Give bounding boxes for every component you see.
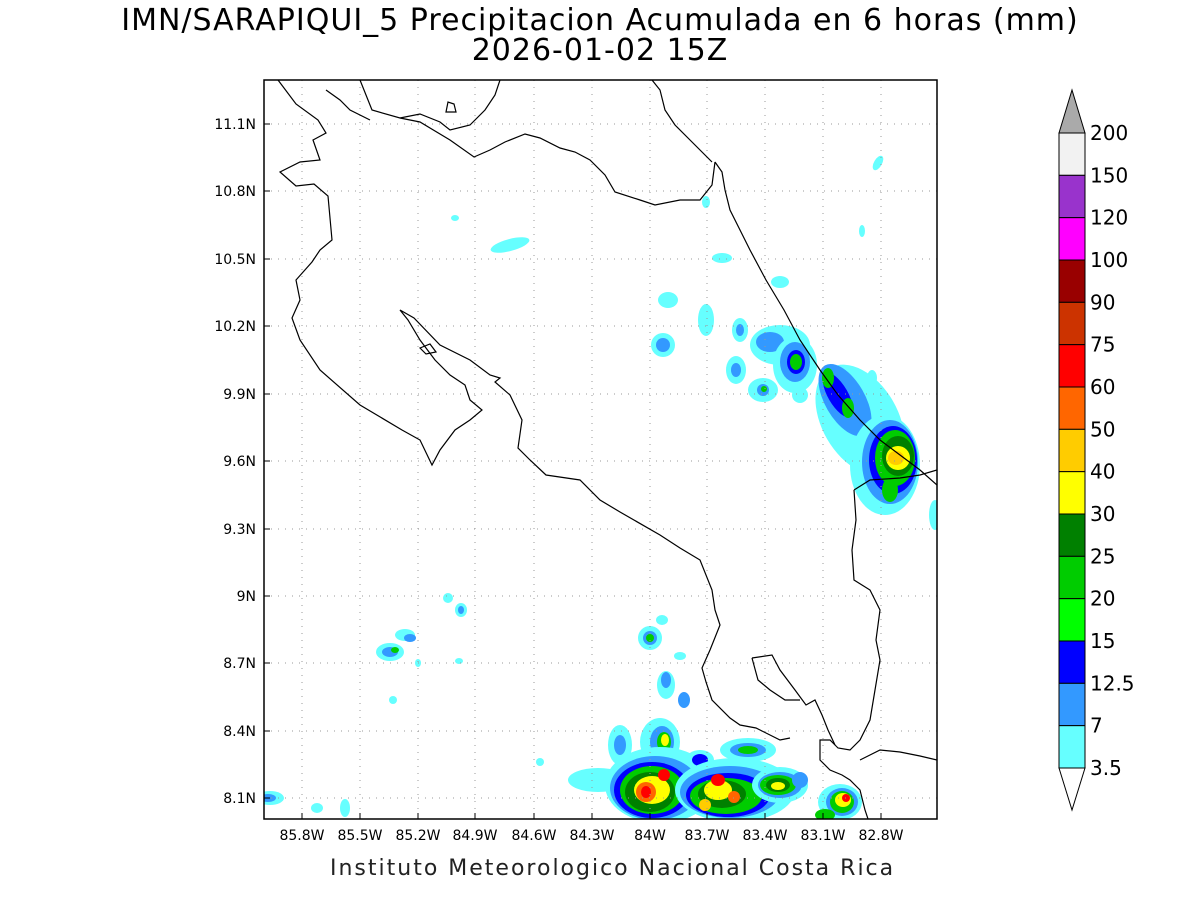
x-tick-label: 84W	[634, 828, 666, 844]
colorbar-label: 60	[1090, 375, 1115, 399]
colorbar-swatch	[1058, 428, 1086, 473]
colorbar-label: 7	[1090, 714, 1103, 738]
precip-cluster-osa	[568, 615, 862, 819]
y-tick-label: 8.4N	[223, 724, 256, 740]
colorbar-label: 100	[1090, 248, 1128, 272]
colorbar-label: 75	[1090, 333, 1115, 357]
precip-cluster-caribbean-south	[815, 363, 937, 530]
y-tick-label: 9.3N	[223, 522, 256, 538]
y-tick-label: 9.9N	[223, 387, 256, 403]
y-tick-label: 10.5N	[214, 252, 256, 268]
colorbar-label: 90	[1090, 290, 1115, 314]
x-tick-label: 84.3W	[569, 828, 614, 844]
x-tick-label: 82.8W	[858, 828, 903, 844]
y-axis	[264, 123, 270, 799]
colorbar-swatch	[1058, 301, 1086, 346]
x-tick-label: 84.6W	[511, 828, 556, 844]
colorbar-swatch	[1058, 259, 1086, 303]
colorbar-swatch	[1058, 725, 1086, 769]
x-tick-label: 83.1W	[800, 828, 845, 844]
x-tick-label: 85.2W	[395, 828, 440, 844]
x-tick-label: 84.9W	[452, 828, 497, 844]
y-tick-label: 9.6N	[223, 454, 256, 470]
y-tick-label: 11.1N	[214, 117, 256, 133]
colorbar-swatch	[1058, 598, 1086, 642]
map-subtitle: 2026-01-02 15Z	[471, 33, 729, 68]
colorbar-over-arrow	[1058, 88, 1086, 134]
colorbar-swatch	[1058, 555, 1086, 600]
colorbar-label: 120	[1090, 206, 1128, 230]
colorbar-swatch	[1058, 174, 1086, 219]
y-tick-label: 9N	[237, 589, 256, 605]
colorbar-label: 12.5	[1090, 671, 1135, 695]
precip-cluster-caribbean-north	[451, 155, 884, 403]
colorbar-label: 50	[1090, 417, 1115, 441]
colorbar-swatch	[1058, 132, 1086, 176]
precip-cluster-pacific-west	[264, 593, 544, 817]
colorbar-label: 3.5	[1090, 756, 1122, 780]
map-footer: Instituto Meteorologico Nacional Costa R…	[330, 856, 896, 881]
colorbar-label: 20	[1090, 587, 1115, 611]
x-tick-label: 83.7W	[684, 828, 729, 844]
colorbar-label: 30	[1090, 502, 1115, 526]
y-tick-label: 10.8N	[214, 184, 256, 200]
colorbar-swatch	[1058, 344, 1086, 388]
colorbar-swatch	[1058, 217, 1086, 261]
y-tick-label: 8.1N	[223, 791, 256, 807]
colorbar-swatch	[1058, 682, 1086, 727]
x-tick-label: 83.4W	[742, 828, 787, 844]
colorbar-swatch	[1058, 640, 1086, 684]
map-title: IMN/SARAPIQUI_5 Precipitacion Acumulada …	[121, 3, 1079, 38]
colorbar-label: 40	[1090, 460, 1115, 484]
colorbar-under-arrow	[1058, 767, 1086, 812]
coastlines-borders	[277, 80, 937, 819]
plot-area	[264, 80, 937, 819]
colorbar-swatch	[1058, 513, 1086, 557]
colorbar-swatch	[1058, 471, 1086, 515]
plot-frame	[263, 79, 938, 820]
x-axis	[301, 813, 882, 819]
colorbar-label: 15	[1090, 629, 1115, 653]
y-tick-label: 10.2N	[214, 319, 256, 335]
y-tick-label: 8.7N	[223, 656, 256, 672]
x-tick-labels: 85.8W 85.5W 85.2W 84.9W 84.6W 84.3W 84W …	[279, 828, 903, 844]
graticule	[264, 80, 937, 819]
colorbar-label: 150	[1090, 163, 1128, 187]
y-tick-labels: 11.1N 10.8N 10.5N 10.2N 9.9N 9.6N 9.3N 9…	[214, 117, 256, 807]
colorbar-swatch	[1058, 386, 1086, 430]
colorbar-label: 200	[1090, 121, 1128, 145]
x-tick-label: 85.5W	[337, 828, 382, 844]
x-tick-label: 85.8W	[279, 828, 324, 844]
colorbar-label: 25	[1090, 544, 1115, 568]
precipitation-fields	[264, 155, 937, 819]
colorbar-legend: 200 150 120 100 90 75 60 50 40 30 25 20 15 12.5 7 3.5	[1058, 88, 1135, 812]
